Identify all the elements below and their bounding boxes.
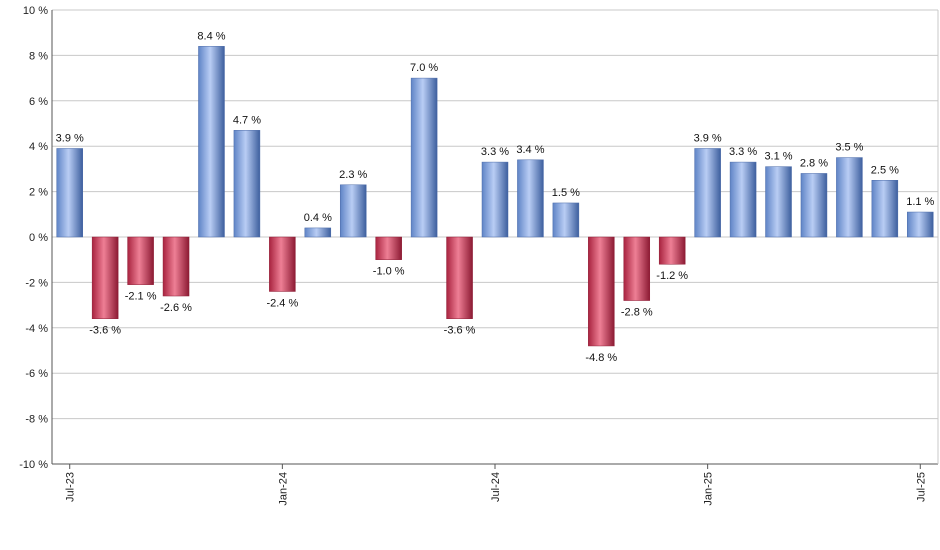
data-label: 2.8 % (800, 157, 828, 169)
y-tick-label: 8 % (29, 50, 48, 62)
bar-Mar-25 (765, 166, 792, 238)
bar-Jun-25 (871, 180, 899, 238)
data-label: 7.0 % (410, 62, 438, 74)
bar-Mar-24 (339, 184, 367, 238)
data-label: 3.3 % (729, 146, 757, 158)
x-tick-label: Jan-24 (277, 472, 289, 506)
y-tick-label: 2 % (29, 187, 48, 199)
data-label: -3.6 % (89, 325, 121, 337)
bar-Apr-24 (375, 236, 402, 260)
y-tick-label: 10 % (23, 5, 48, 17)
data-label: 8.4 % (197, 30, 225, 42)
data-label: 2.5 % (871, 164, 899, 176)
y-tick-label: 4 % (29, 141, 48, 153)
bar-Aug-24 (517, 159, 544, 238)
y-tick-label: 6 % (29, 96, 48, 108)
data-label: -2.1 % (125, 291, 157, 303)
data-label: 3.4 % (516, 144, 544, 156)
y-tick-label: 0 % (29, 232, 48, 244)
bar-Feb-25 (729, 161, 757, 238)
data-label: -1.0 % (373, 266, 405, 278)
data-label: -2.6 % (160, 302, 192, 314)
data-label: 3.9 % (56, 132, 84, 144)
data-label: -3.6 % (444, 325, 476, 337)
bar-Nov-24 (623, 236, 651, 301)
x-tick-label: Jul-23 (65, 472, 77, 502)
y-tick-label: -8 % (25, 414, 48, 426)
bar-Sep-24 (552, 202, 580, 238)
bar-May-25 (836, 157, 863, 238)
data-label: 0.4 % (304, 212, 332, 224)
bar-Apr-25 (800, 173, 828, 238)
y-tick-label: -10 % (19, 459, 48, 471)
data-label: 1.1 % (906, 196, 934, 208)
data-label: 2.3 % (339, 169, 367, 181)
bar-Jul-25 (907, 211, 934, 238)
bar-Oct-23 (162, 236, 190, 297)
data-label: 3.5 % (835, 142, 863, 154)
labels: 10 % 8 % 6 % 4 % 2 % 0 % -2 % -4 % -6 % -8 % -10 %… (19, 5, 934, 506)
y-tick-label: -4 % (25, 323, 48, 335)
data-label: 1.5 % (552, 187, 580, 199)
bar-Feb-24 (304, 227, 332, 238)
bar-Jan-24 (269, 236, 296, 292)
bar-Jul-24 (481, 161, 509, 238)
bar-May-24 (410, 77, 438, 238)
bar-Nov-23 (198, 46, 225, 238)
bar-Oct-24 (588, 236, 615, 347)
axes (51, 10, 939, 469)
data-label: 3.1 % (764, 151, 792, 163)
data-label: 4.7 % (233, 114, 261, 126)
bar-Jan-25 (694, 148, 721, 238)
x-tick-label: Jan-25 (703, 472, 715, 506)
bar-Sep-23 (127, 236, 154, 285)
x-tick-label: Jul-25 (915, 472, 927, 502)
bar-Dec-24 (658, 236, 686, 265)
data-label: 3.9 % (694, 132, 722, 144)
x-tick-label: Jul-24 (490, 472, 502, 502)
data-label: 3.3 % (481, 146, 509, 158)
data-label: -2.4 % (266, 297, 298, 309)
data-label: -4.8 % (585, 352, 617, 364)
bar-Jun-24 (446, 236, 473, 319)
bars (56, 46, 934, 347)
data-label: -2.8 % (621, 307, 653, 319)
bar-Aug-23 (91, 236, 119, 319)
bar-Jul-23 (56, 148, 83, 238)
y-tick-label: -2 % (25, 277, 48, 289)
bar-Dec-23 (233, 130, 261, 238)
data-label: -1.2 % (656, 270, 688, 282)
y-tick-label: -6 % (25, 368, 48, 380)
